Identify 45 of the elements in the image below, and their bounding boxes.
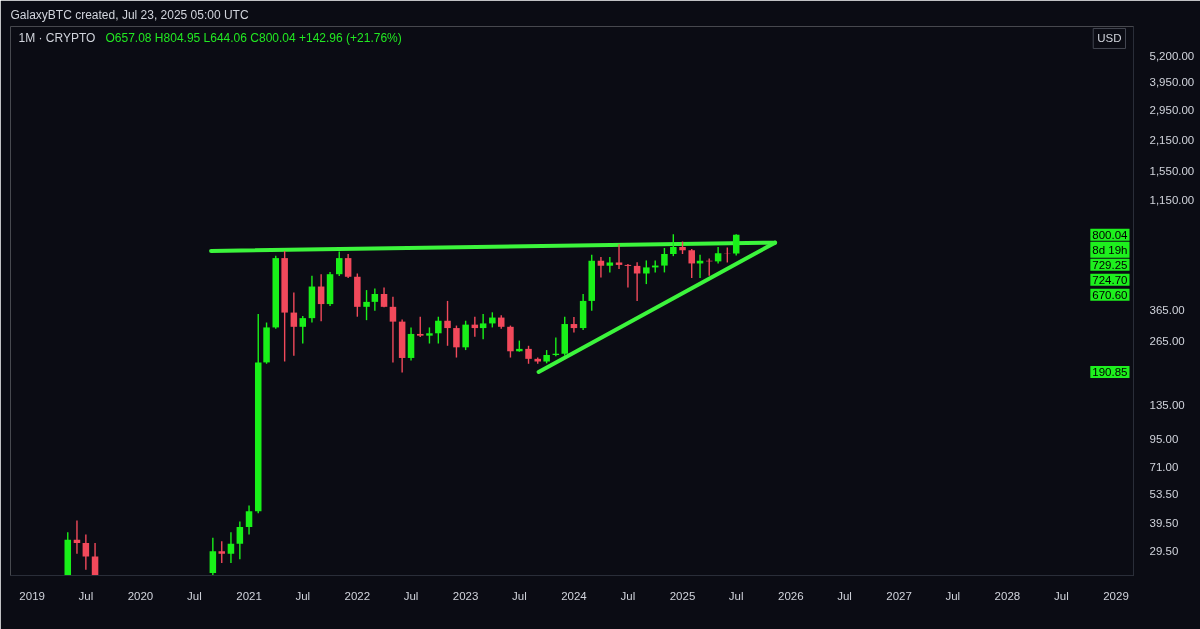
- x-tick-label: 2021: [236, 589, 262, 602]
- y-tick-label: 71.00: [1149, 460, 1179, 473]
- x-tick-label: Jul: [511, 589, 527, 602]
- annotation: 670.60: [1092, 288, 1128, 301]
- y-tick-label: 1,550.00: [1149, 165, 1195, 178]
- y-axis-title: USD: [1097, 32, 1122, 45]
- chart-subtitle: O657.08 H804.95 L644.06 C800.04 +142.96 (+21.76%): [105, 31, 402, 46]
- y-tick-label: 29.50: [1149, 544, 1179, 557]
- x-tick-label: Jul: [1054, 589, 1069, 602]
- y-tick-label: 265.00: [1149, 334, 1185, 347]
- x-tick-label: 2024: [561, 589, 588, 602]
- y-tick-label: 53.50: [1149, 487, 1179, 500]
- x-tick-label: Jul: [620, 589, 636, 602]
- y-tick-label: 5,200.00: [1149, 49, 1195, 62]
- x-tick-label: Jul: [945, 589, 961, 602]
- annotation: 190.85: [1092, 366, 1128, 379]
- annotation: 729.25: [1092, 258, 1128, 271]
- x-tick-label: Jul: [837, 589, 852, 602]
- x-tick-label: 2023: [452, 589, 479, 602]
- x-tick-label: Jul: [403, 589, 419, 602]
- annotation: 800.04: [1092, 228, 1129, 241]
- x-tick-label: Jul: [295, 589, 311, 602]
- y-tick-label: 365.00: [1149, 303, 1185, 316]
- annotation: 8d 19h: [1092, 243, 1128, 256]
- text: GalaxyBTC created, Jul 23, 2025 05:00 UTC: [10, 7, 249, 22]
- y-tick-label: 95.00: [1149, 432, 1179, 445]
- y-tick-label: 135.00: [1149, 399, 1185, 412]
- x-tick-label: Jul: [728, 589, 744, 602]
- x-tick-label: 2020: [127, 589, 154, 602]
- x-tick-label: 2019: [19, 589, 45, 602]
- y-tick-label: 3,950.00: [1149, 75, 1195, 88]
- x-tick-label: Jul: [78, 589, 94, 602]
- y-tick-label: 2,150.00: [1149, 134, 1195, 147]
- x-tick-label: 2029: [1103, 589, 1129, 602]
- x-tick-label: 2025: [669, 589, 696, 602]
- x-tick-label: Jul: [187, 589, 202, 602]
- annotation: 724.70: [1092, 273, 1128, 286]
- x-tick-label: 2022: [344, 589, 371, 602]
- x-tick-label: 2027: [886, 589, 912, 602]
- x-tick-label: 2026: [778, 589, 804, 602]
- chart-title: 1M · CRYPTO: [18, 31, 96, 46]
- y-tick-label: 1,150.00: [1149, 194, 1195, 207]
- y-tick-label: 2,950.00: [1149, 103, 1195, 116]
- y-tick-label: 39.50: [1149, 516, 1179, 529]
- x-tick-label: 2028: [994, 589, 1021, 602]
